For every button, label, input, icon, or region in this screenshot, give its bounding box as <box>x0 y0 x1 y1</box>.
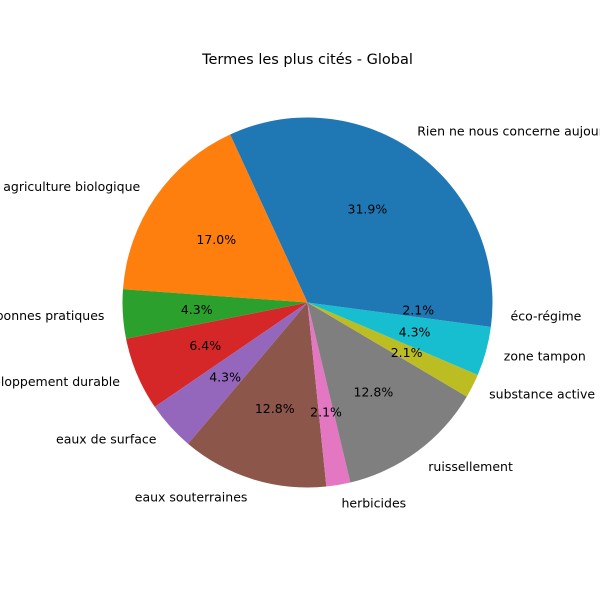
pie-slice-herbicides <box>307 302 351 487</box>
pie-slice-zone-tampon <box>307 302 491 375</box>
slice-percent-bonnes-pratiques: 4.3% <box>181 302 213 317</box>
pie-slice-developpement-durable <box>126 302 308 407</box>
pie-slice-eaux-souterraines <box>188 302 327 488</box>
slice-percent-developpement-durable: 6.4% <box>189 338 221 353</box>
slice-percent-ruissellement: 12.8% <box>354 384 394 399</box>
slice-label-zone-tampon: zone tampon <box>504 349 586 364</box>
slice-label-rien-ne-nous-concerne-aujourd-hui: Rien ne nous concerne aujourd'hui <box>417 124 600 139</box>
slice-percent-eaux-souterraines: 12.8% <box>255 401 295 416</box>
pie-labels: Rien ne nous concerne aujourd'hui agricul… <box>0 124 600 511</box>
slice-percent-agriculture-biologique: 17.0% <box>196 232 236 247</box>
slice-label-agriculture-biologique: agriculture biologique <box>3 179 140 194</box>
slice-percent-eaux-de-surface: 4.3% <box>209 369 241 384</box>
chart-title: Termes les plus cités - Global <box>201 52 413 68</box>
slice-percent-substance-active: 2.1% <box>391 345 423 360</box>
slice-percent-herbicides: 2.1% <box>310 404 342 419</box>
pie-slice-substance-active <box>307 302 478 397</box>
slice-label-eaux-souterraines: eaux souterraines <box>135 489 248 504</box>
pie-slice-eaux-de-surface <box>154 302 308 444</box>
slice-percent-zone-tampon: 4.3% <box>399 324 431 339</box>
slice-percent-eco-regime: 2.1% <box>402 302 434 317</box>
slice-label-herbicides: herbicides <box>342 496 407 511</box>
slice-label-developpement-durable: développement durable <box>0 374 120 389</box>
slice-label-eaux-de-surface: eaux de surface <box>56 431 157 446</box>
pie-slices <box>122 117 493 488</box>
pie-slice-eco-regime <box>307 302 493 327</box>
pie-percent-labels: 31.9% 17.0% 4.3% 6.4% 4.3% 12.8% 2.1% 12.8% 2.1%… <box>181 202 434 420</box>
slice-label-eco-regime: éco-régime <box>511 308 582 323</box>
slice-label-bonnes-pratiques: bonnes pratiques <box>0 308 104 323</box>
slice-label-ruissellement: ruissellement <box>428 459 513 474</box>
pie-slice-ruissellement <box>307 302 467 483</box>
slice-percent-rien-ne-nous-concerne-aujourd-hui: 31.9% <box>348 202 388 217</box>
pie-slice-agriculture-biologique <box>122 134 308 303</box>
slice-label-substance-active: substance active <box>489 387 595 402</box>
pie-slice-bonnes-pratiques <box>122 289 308 339</box>
pie-slice-rien-ne-nous-concerne-aujourd-hui <box>230 117 493 303</box>
